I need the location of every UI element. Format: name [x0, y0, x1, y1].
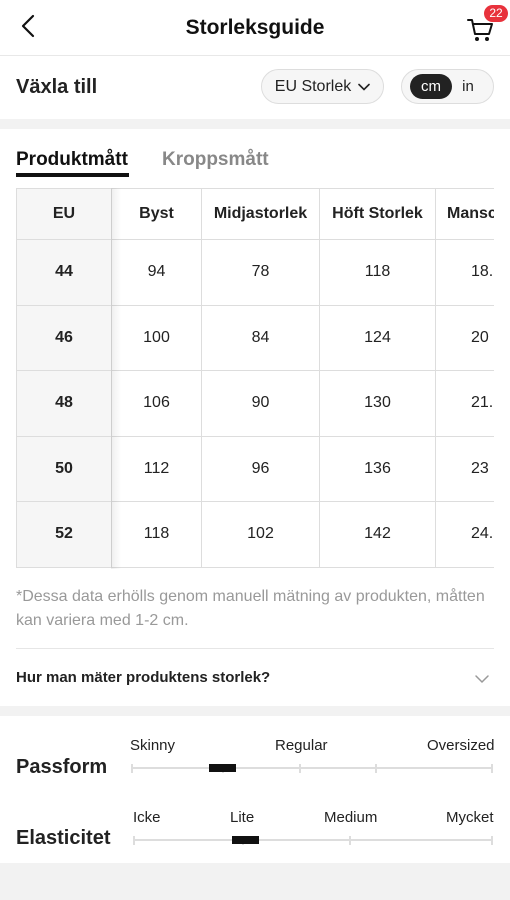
passform-label-regular: Regular	[275, 737, 328, 754]
table-cell: 78	[201, 239, 320, 306]
table-row: 50 112 96 136 23	[16, 435, 494, 502]
cart-badge: 22	[484, 5, 508, 22]
cart-button[interactable]: 22	[464, 5, 508, 44]
size-system-dropdown[interactable]: EU Storlek	[261, 69, 384, 104]
header: Storleksguide 22	[0, 0, 510, 56]
elasticitet-title: Elasticitet	[16, 827, 111, 849]
table-cell: 94	[111, 239, 202, 306]
table-cell: 18.5	[435, 239, 494, 306]
chevron-down-icon	[358, 78, 371, 96]
elasticitet-label-lite: Lite	[230, 809, 255, 826]
unit-in-button[interactable]: in	[462, 78, 474, 95]
size-cell: 46	[16, 304, 112, 371]
switch-label: Växla till	[16, 76, 98, 98]
unit-toggle: cm in	[401, 69, 494, 104]
elasticitet-label-mycket: Mycket	[446, 809, 494, 826]
divider	[16, 648, 494, 649]
table-cell: 23	[435, 435, 494, 502]
page-title: Storleksguide	[185, 16, 325, 39]
column-header-eu: EU	[16, 188, 112, 240]
size-cell: 48	[16, 370, 112, 437]
table-row: 52 118 102 142 24.5	[16, 501, 494, 568]
size-system-value: EU Storlek	[274, 77, 352, 95]
table-row: 44 94 78 118 18.5	[16, 239, 494, 306]
column-header-midja: Midjastorlek	[201, 188, 320, 240]
table-row: 48 106 90 130 21.5	[16, 370, 494, 437]
table-cell: 21.5	[435, 370, 494, 437]
table-cell: 20	[435, 304, 494, 371]
table-cell: 112	[111, 435, 202, 502]
how-to-measure-label: Hur man mäter produktens storlek?	[16, 669, 271, 686]
elasticitet-level-marker	[231, 836, 259, 844]
size-table[interactable]: EU Byst Midjastorlek Höft Storlek Mansc …	[16, 188, 494, 569]
table-cell: 130	[319, 370, 436, 437]
table-cell: 106	[111, 370, 202, 437]
column-header-hoft: Höft Storlek	[319, 188, 436, 240]
tab-produktmatt[interactable]: Produktmått	[16, 149, 128, 170]
table-cell: 102	[201, 501, 320, 568]
active-tab-indicator	[16, 173, 129, 177]
passform-label-skinny: Skinny	[130, 737, 176, 754]
size-guide-card: Produktmått Kroppsmått EU Byst Midjastor…	[0, 129, 510, 706]
passform-level-marker	[208, 764, 236, 772]
column-header-manschett: Mansc	[435, 188, 494, 240]
table-cell: 96	[201, 435, 320, 502]
table-cell: 118	[111, 501, 202, 568]
table-cell: 90	[201, 370, 320, 437]
column-header-byst: Byst	[111, 188, 202, 240]
table-cell: 24.5	[435, 501, 494, 568]
measurement-note: *Dessa data erhölls genom manuell mätnin…	[16, 588, 485, 629]
size-cell: 52	[16, 501, 112, 568]
chevron-down-icon	[474, 671, 490, 689]
passform-label-oversized: Oversized	[427, 737, 495, 754]
table-row: 46 100 84 124 20	[16, 304, 494, 371]
table-cell: 118	[319, 239, 436, 306]
passform-title: Passform	[16, 756, 108, 778]
back-button[interactable]	[12, 12, 44, 44]
table-cell: 84	[201, 304, 320, 371]
size-cell: 50	[16, 435, 112, 502]
elasticitet-label-medium: Medium	[324, 809, 378, 826]
elasticitet-label-icke: Icke	[133, 809, 161, 826]
unit-switch-bar: Växla till EU Storlek cm in	[0, 56, 510, 119]
tab-kroppsmatt[interactable]: Kroppsmått	[162, 149, 269, 170]
unit-cm-button[interactable]: cm	[410, 74, 452, 99]
size-cell: 44	[16, 239, 112, 306]
table-cell: 136	[319, 435, 436, 502]
table-cell: 124	[319, 304, 436, 371]
table-header-row: EU Byst Midjastorlek Höft Storlek Mansc	[16, 188, 494, 240]
table-cell: 142	[319, 501, 436, 568]
fit-card: Skinny Regular Oversized Passform Icke L…	[0, 716, 510, 863]
table-cell: 100	[111, 304, 202, 371]
how-to-measure-row[interactable]: Hur man mäter produktens storlek?	[0, 649, 510, 706]
chevron-left-icon	[21, 14, 35, 43]
